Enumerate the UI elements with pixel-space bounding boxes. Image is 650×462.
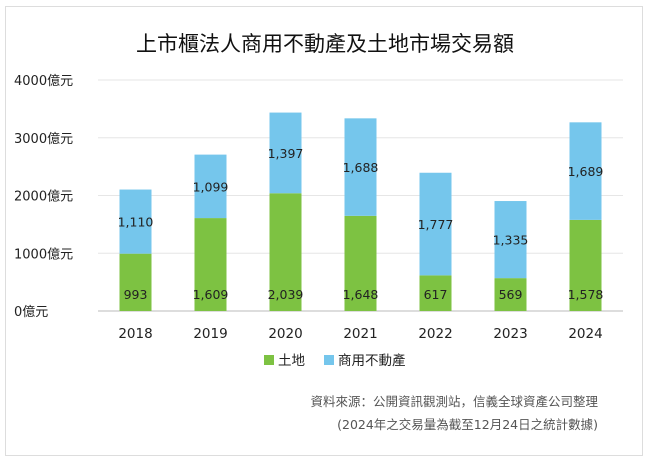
data-label: 1,578 (568, 287, 604, 302)
x-tick-label: 2021 (343, 326, 377, 342)
data-label: 1,648 (343, 287, 379, 302)
legend-swatch (324, 355, 334, 365)
chart-title: 上市櫃法人商用不動產及土地市場交易額 (136, 32, 514, 56)
bar-commercial (569, 122, 602, 220)
bar-commercial (194, 154, 227, 219)
data-label: 993 (124, 287, 148, 302)
bar-commercial (269, 112, 302, 194)
data-label: 617 (424, 287, 448, 302)
data-label: 1,689 (568, 164, 604, 179)
y-tick-label: 3000億元 (14, 131, 73, 147)
legend-label: 土地 (278, 353, 305, 369)
y-tick-label: 1000億元 (14, 246, 73, 262)
y-tick-label: 4000億元 (14, 73, 73, 89)
bar-commercial (344, 118, 377, 216)
x-tick-label: 2020 (268, 326, 302, 342)
bar-commercial (119, 189, 152, 254)
x-tick-label: 2019 (193, 326, 227, 342)
data-label: 1,110 (118, 215, 154, 230)
footnote: (2024年之交易量為截至12月24日之統計數據) (337, 417, 598, 432)
chart-frame (5, 6, 643, 456)
bar-land (344, 215, 377, 311)
x-tick-label: 2018 (118, 326, 152, 342)
bar-land (569, 219, 602, 311)
x-tick-label: 2023 (493, 326, 527, 342)
legend-label: 商用不動產 (338, 352, 406, 369)
bar-land (269, 193, 302, 311)
data-label: 2,039 (268, 287, 304, 302)
bar-land (194, 218, 227, 311)
bar-land (494, 278, 527, 311)
bar-land (419, 275, 452, 311)
data-label: 1,397 (268, 146, 304, 161)
bar-commercial (494, 201, 527, 279)
data-label: 569 (499, 287, 523, 302)
data-label: 1,099 (193, 179, 229, 194)
source-note: 資料來源：公開資訊觀測站，信義全球資產公司整理 (310, 394, 598, 409)
legend-swatch (264, 355, 274, 365)
data-label: 1,777 (418, 217, 454, 232)
data-label: 1,688 (343, 160, 379, 175)
bar-commercial (419, 172, 452, 276)
bar-land (119, 253, 152, 311)
y-tick-label: 2000億元 (14, 189, 73, 205)
y-tick-label: 0億元 (14, 304, 48, 320)
data-label: 1,335 (493, 233, 529, 248)
x-tick-label: 2024 (568, 326, 602, 342)
x-tick-label: 2022 (418, 326, 452, 342)
data-label: 1,609 (193, 287, 229, 302)
